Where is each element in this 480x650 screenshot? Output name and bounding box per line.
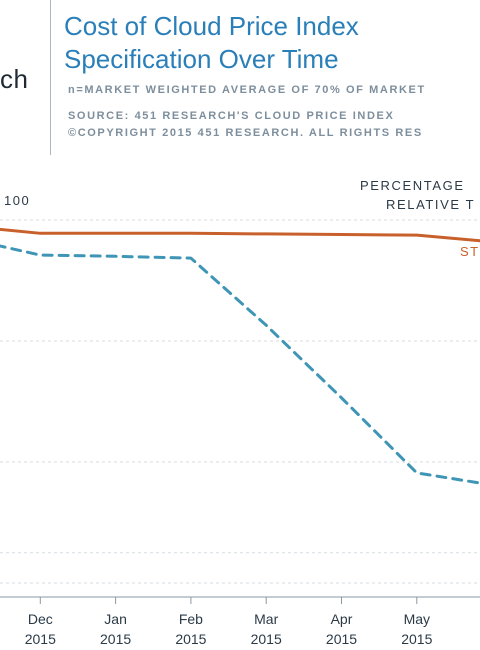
logo-fragment: ch: [0, 64, 29, 94]
chart-subtitle-method: n=MARKET WEIGHTED AVERAGE OF 70% OF MARK…: [68, 84, 426, 96]
x-tick-label-year: 2015: [401, 631, 432, 647]
y-tick-100: 100: [4, 193, 31, 208]
y-axis-label-line2: RELATIVE T: [386, 197, 476, 212]
chart-title-line1: Cost of Cloud Price Index: [64, 11, 359, 41]
chart-copyright: ©COPYRIGHT 2015 451 RESEARCH. ALL RIGHTS…: [68, 127, 423, 139]
x-tick-label-month: Apr: [331, 611, 353, 627]
x-tick-label-month: Feb: [179, 611, 203, 627]
x-tick-label-year: 2015: [175, 631, 206, 647]
series-line-1: [0, 227, 480, 243]
x-tick-label-month: Dec: [28, 611, 53, 627]
series-label: ST: [460, 244, 480, 259]
chart-title: Cost of Cloud Price Index Specification …: [64, 10, 480, 76]
y-axis-label: PERCENTAGE RELATIVE T: [360, 176, 475, 214]
series-layer: ST: [0, 227, 480, 485]
header-divider: [50, 0, 51, 155]
y-axis-label-line1: PERCENTAGE: [360, 178, 465, 193]
x-axis-ticks: Dec 2015 Jan 2015 Feb 2015 Mar 2015 Apr 2015 May 20…: [25, 597, 433, 647]
x-tick-label-year: 2015: [326, 631, 357, 647]
x-tick-label-month: Mar: [254, 611, 278, 627]
x-tick-label-month: May: [404, 611, 430, 627]
chart-source: SOURCE: 451 RESEARCH'S CLOUD PRICE INDEX: [68, 110, 395, 122]
grid-layer: [0, 219, 480, 598]
series-line-2: [0, 244, 480, 485]
x-tick-label-year: 2015: [100, 631, 131, 647]
x-tick-label-year: 2015: [251, 631, 282, 647]
x-tick-label-year: 2015: [25, 631, 56, 647]
chart-title-line2: Specification Over Time: [64, 44, 339, 74]
x-tick-label-month: Jan: [104, 611, 127, 627]
